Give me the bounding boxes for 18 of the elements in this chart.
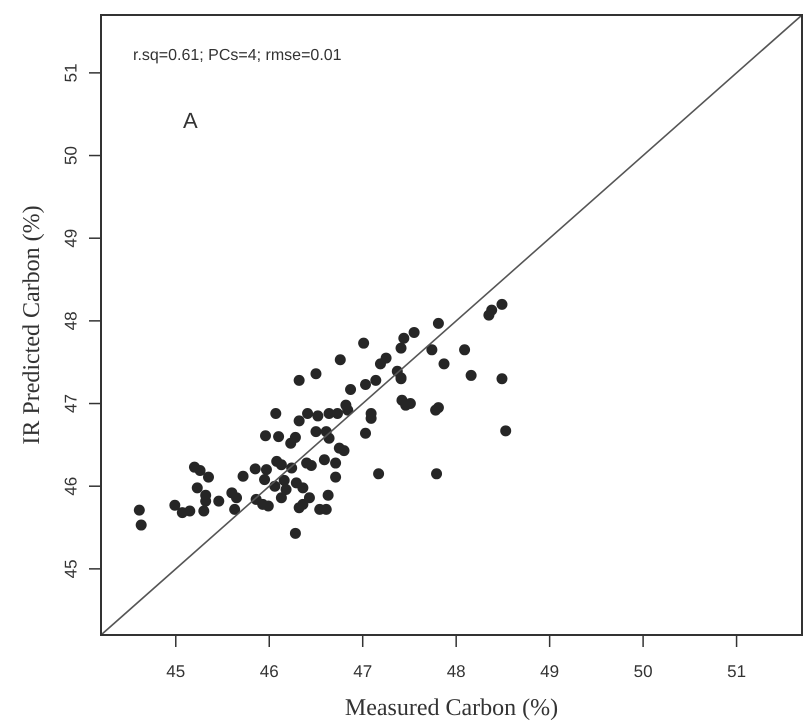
y-tick-label: 50 — [62, 146, 80, 165]
x-axis-title: Measured Carbon (%) — [344, 695, 558, 721]
y-tick-label: 46 — [62, 476, 80, 496]
y-axis-title: IR Predicted Carbon (%) — [19, 205, 45, 445]
y-tick-label: 51 — [62, 63, 80, 82]
y-tick-label: 45 — [62, 559, 80, 578]
x-tick-label: 47 — [353, 662, 372, 681]
x-tick-label: 48 — [446, 662, 466, 681]
annotation: A — [183, 108, 198, 133]
x-tick-label: 49 — [540, 662, 560, 681]
x-tick-label: 51 — [727, 662, 746, 681]
y-tick-label: 49 — [62, 228, 80, 248]
x-tick-label: 50 — [634, 662, 653, 681]
y-tick-label: 48 — [62, 311, 80, 330]
x-tick-label: 46 — [260, 662, 279, 681]
y-tick-label: 47 — [62, 394, 80, 413]
x-tick-label: 45 — [166, 662, 186, 681]
annotation: r.sq=0.61; PCs=4; rmse=0.01 — [133, 47, 342, 64]
